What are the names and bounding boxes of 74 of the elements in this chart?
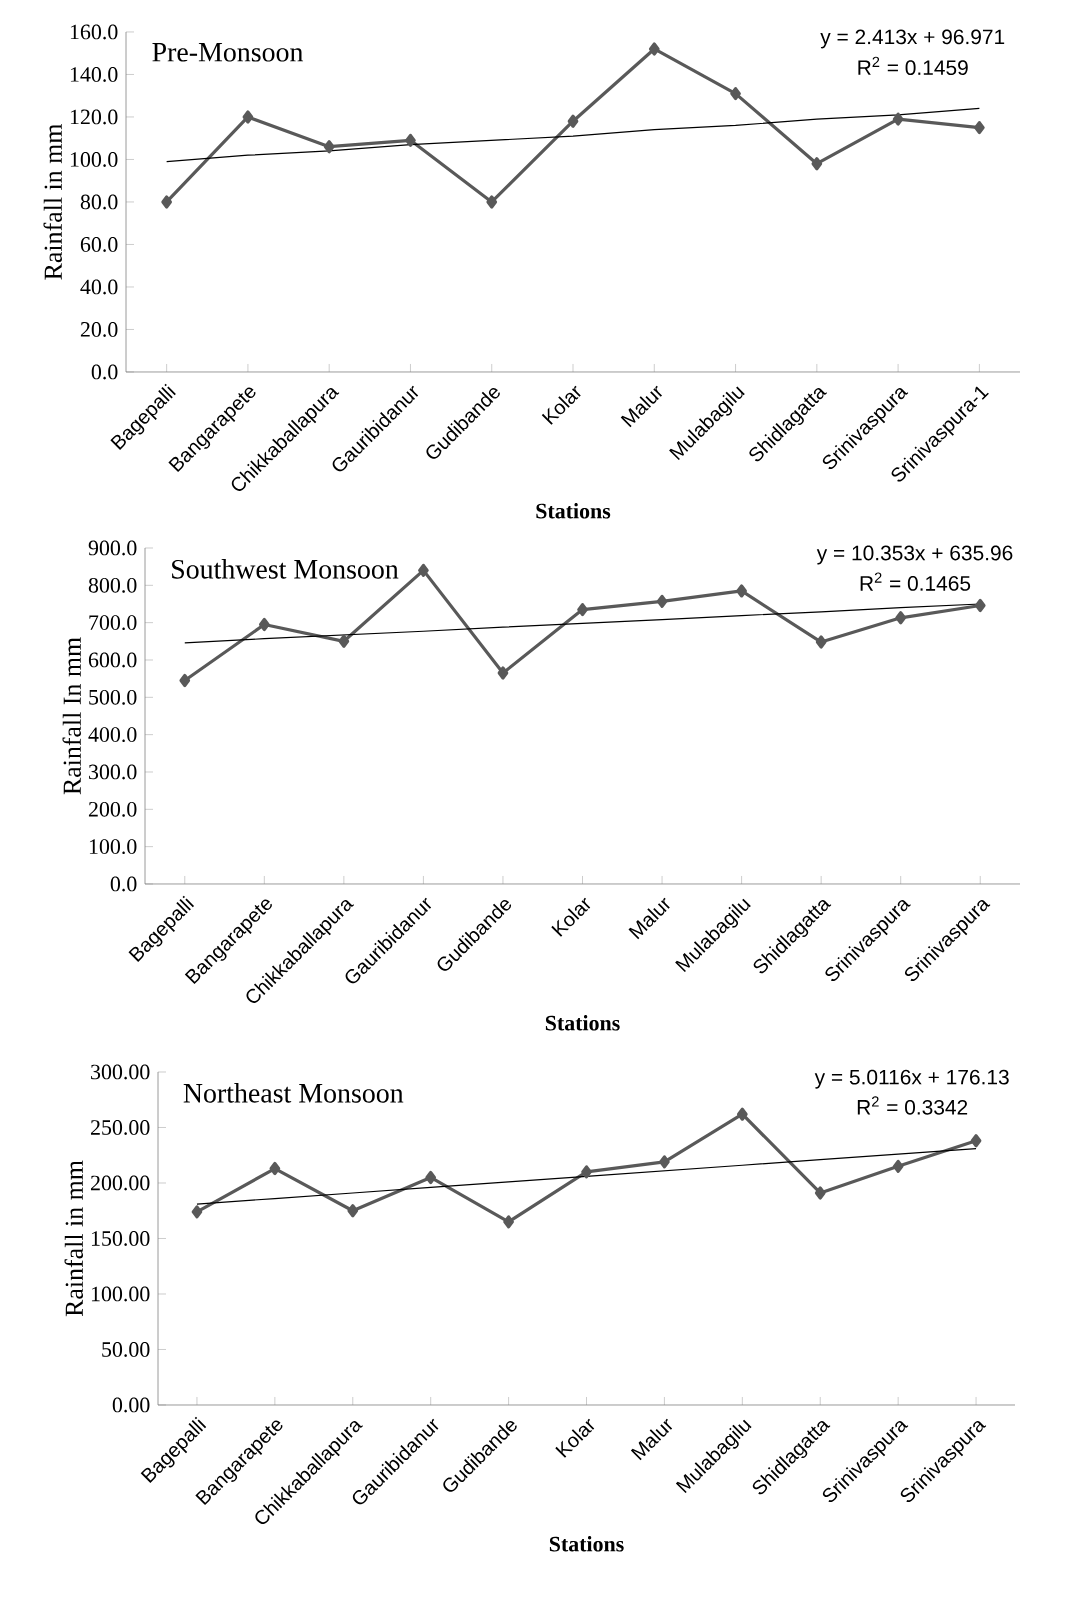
point <box>811 157 823 171</box>
point <box>581 1165 592 1179</box>
y-tick-label: 800.0 <box>88 577 137 593</box>
point <box>405 133 416 147</box>
y-tick-label: 140.0 <box>70 67 118 82</box>
point <box>974 598 986 613</box>
point <box>736 1107 748 1121</box>
point <box>577 602 588 617</box>
y-tick-label: 160.0 <box>70 24 118 40</box>
point <box>503 1215 514 1229</box>
y-tick-label: 150.00 <box>91 1231 150 1246</box>
y-tick-label: 600.0 <box>88 652 137 668</box>
annotation: y = 5.0116x + 176.13 <box>814 1069 1009 1089</box>
y-tick-label: 80.0 <box>80 194 118 210</box>
y-tick-label: 200.0 <box>88 801 137 817</box>
x-axis-title: Stations <box>536 503 611 519</box>
point <box>970 1134 982 1148</box>
annotation: y = 2.413x + 96.971 <box>820 29 1005 49</box>
point <box>736 584 747 598</box>
point <box>418 563 429 577</box>
point <box>567 114 579 128</box>
point <box>179 673 191 688</box>
annotation: R$^{2}$ = 0.3342 <box>857 1096 968 1115</box>
point <box>486 195 498 209</box>
point <box>323 140 335 154</box>
y-tick-label: 100.0 <box>70 152 118 167</box>
y-tick-label: 300.0 <box>89 764 137 780</box>
point <box>497 666 509 680</box>
annotation: y = 10.353x + 635.96 <box>816 545 1013 565</box>
point <box>659 1155 670 1169</box>
y-tick-label: 900.0 <box>88 540 137 556</box>
y-tick-label: 100.0 <box>89 839 137 855</box>
point <box>258 617 270 632</box>
y-tick-label: 700.0 <box>89 615 137 631</box>
y-tick-label: 200.00 <box>90 1175 150 1191</box>
point <box>161 195 172 209</box>
y-tick-label: 0.0 <box>110 876 137 892</box>
y-tick-label: 400.0 <box>88 727 137 743</box>
annotation: R$^{2}$ = 0.1459 <box>858 56 968 76</box>
y-tick-label: 0.00 <box>112 1397 150 1413</box>
point <box>815 635 827 649</box>
y-tick-label: 40.0 <box>80 279 118 295</box>
point <box>892 1159 904 1173</box>
chart-title: Pre-Monsoon <box>152 43 304 62</box>
y-axis-title: Rainfall In mm <box>62 637 81 795</box>
point <box>338 634 350 648</box>
point <box>242 110 254 124</box>
point <box>895 611 907 625</box>
y-tick-label: 100.00 <box>91 1286 150 1302</box>
point <box>425 1170 437 1185</box>
y-tick-label: 0.0 <box>91 364 118 380</box>
point <box>347 1204 359 1218</box>
annotation: R$^{2}$ = 0.1465 <box>860 572 971 591</box>
y-tick-label: 300.00 <box>91 1064 150 1080</box>
point <box>191 1205 203 1219</box>
point <box>730 86 741 101</box>
chart-title: Southwest Monsoon <box>172 559 399 579</box>
point <box>269 1161 281 1176</box>
point <box>974 120 985 135</box>
y-tick-label: 250.00 <box>90 1120 150 1135</box>
chart-title: Northeast Monsoon <box>183 1083 404 1103</box>
point <box>656 594 668 608</box>
point <box>648 42 660 56</box>
y-tick-label: 120.0 <box>70 109 118 125</box>
point <box>892 112 904 126</box>
y-axis-title: Rainfall in mm <box>64 1160 84 1317</box>
y-tick-label: 500.0 <box>89 689 137 705</box>
y-axis-title: Rainfall in mm <box>43 123 62 280</box>
y-tick-label: 20.0 <box>80 322 118 337</box>
y-tick-label: 50.00 <box>102 1342 150 1357</box>
x-axis-title: Stations <box>549 1536 624 1552</box>
point <box>814 1186 826 1200</box>
x-axis-title: Stations <box>545 1015 620 1031</box>
y-tick-label: 60.0 <box>80 237 118 252</box>
